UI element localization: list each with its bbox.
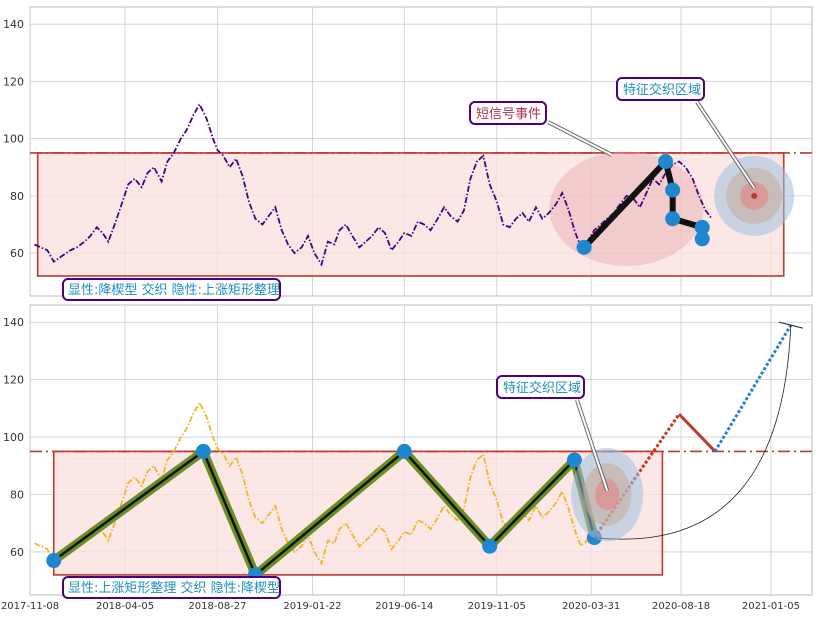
x-tick-label: 2019-06-14: [375, 601, 433, 612]
bottom-ytick-label: 60: [10, 546, 24, 559]
bottom-zigzag-point: [482, 538, 498, 554]
bottom-ytick-label: 140: [3, 316, 24, 329]
bottom-pattern-label: 显性:上涨矩形整理 交织 隐性:降楔型: [68, 580, 280, 596]
top-event-arrow-inner: [547, 121, 613, 156]
bottom-zone-arrow-inner: [576, 399, 609, 491]
x-tick-label: 2020-03-31: [562, 601, 620, 612]
top-zone-annotation-box: [616, 77, 705, 101]
top-ytick-label: 60: [10, 247, 24, 260]
top-target-center: [751, 192, 758, 199]
bottom-zigzag-point: [46, 553, 62, 569]
bottom-ytick-label: 100: [3, 431, 24, 444]
top-ytick-label: 120: [3, 75, 24, 88]
bottom-ytick-label: 80: [10, 489, 24, 502]
top-ytick-label: 80: [10, 190, 24, 203]
top-panel: 60 80 100 120 140 显性:降楔型 交织 隐性:上涨矩形整理 特征交织区域短信…: [3, 6, 813, 301]
x-axis-ticks: 2017-11-08 2018-04-05 2018-08-27 2019-01-22…: [1, 601, 800, 612]
bottom-ytick-label: 120: [3, 374, 24, 387]
top-zone-arrow-inner: [696, 101, 756, 189]
bottom-zigzag-point: [195, 443, 211, 459]
bottom-projection-arc: [594, 325, 792, 540]
bottom-zone-annotation-box: [496, 375, 585, 399]
bottom-target-ring: [595, 478, 620, 511]
bottom-zone-annotation: 特征交织区域: [503, 380, 581, 396]
top-zigzag-point: [694, 231, 710, 247]
top-pattern-label: 显性:降楔型 交织 隐性:上涨矩形整理: [68, 282, 280, 298]
bottom-zigzag-point: [396, 443, 412, 459]
top-zigzag-point: [658, 154, 674, 170]
x-tick-label: 2020-08-18: [652, 601, 710, 612]
x-tick-label: 2021-01-05: [742, 601, 800, 612]
top-event-annotation: 短信号事件: [476, 107, 541, 122]
top-pattern-label-box: [62, 278, 281, 301]
top-ytick-label: 140: [3, 18, 24, 31]
bottom-pattern-label-box: [62, 576, 281, 599]
bottom-projection-down: [678, 413, 717, 453]
top-zone-annotation: 特征交织区域: [623, 82, 701, 98]
top-signal-ellipse: [549, 151, 704, 266]
x-tick-label: 2017-11-08: [1, 601, 59, 612]
top-zigzag-point: [694, 219, 710, 235]
bottom-target-tick: [778, 321, 803, 329]
x-tick-label: 2019-01-22: [283, 601, 341, 612]
x-tick-label: 2018-08-27: [188, 601, 246, 612]
x-tick-label: 2019-11-05: [468, 601, 526, 612]
top-event-annotation-box: [469, 101, 547, 125]
bottom-panel: 60 80 100 120 140 显性:上涨矩形整理 交织 隐性:降楔型 特征交织区域: [3, 304, 813, 599]
top-zigzag-point: [576, 239, 592, 255]
top-zigzag-point: [665, 211, 681, 227]
bottom-price-line: [34, 400, 596, 566]
top-zigzag-point: [665, 182, 681, 198]
x-tick-label: 2018-04-05: [96, 601, 154, 612]
bottom-projection-target: [713, 324, 793, 453]
top-ytick-label: 100: [3, 133, 24, 146]
bottom-zigzag-point: [566, 452, 582, 468]
top-price-line: [34, 102, 713, 267]
bottom-pattern-rect: [52, 450, 664, 576]
